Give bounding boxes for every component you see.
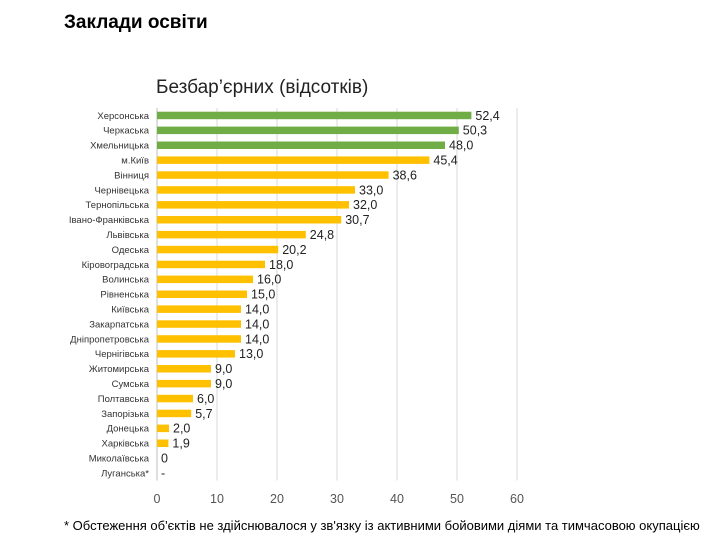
data-label: 45,4 [433, 153, 457, 167]
category-label: Дніпропетровська [70, 334, 150, 345]
x-tick-label: 0 [154, 492, 161, 506]
bar [157, 126, 459, 135]
category-label: Хмельницька [90, 141, 150, 152]
bar [157, 216, 342, 224]
bar [157, 365, 211, 373]
data-label: 9,0 [215, 377, 232, 391]
category-label: Закарпатська [89, 319, 149, 330]
category-label: Одеська [112, 245, 150, 256]
bar [157, 305, 241, 313]
page-title: Заклади освіти [64, 12, 208, 33]
bar [157, 350, 235, 358]
data-label: 48,0 [449, 139, 473, 153]
bar [157, 111, 472, 120]
category-label: Кіровоградська [82, 260, 150, 271]
bar [157, 424, 169, 433]
category-label: Вінниця [114, 170, 149, 181]
category-label: Запорізька [101, 409, 150, 420]
data-label: 16,0 [257, 273, 281, 287]
category-label: Рівненська [100, 290, 149, 301]
category-label: Черкаська [103, 126, 150, 137]
category-label: Волинська [102, 275, 150, 286]
data-label: 9,0 [215, 362, 232, 376]
data-label: - [161, 466, 165, 480]
bar [157, 260, 265, 269]
category-label: Чернігівська [95, 349, 150, 360]
category-label: Полтавська [98, 394, 150, 405]
category-label: Миколаївська [89, 453, 150, 464]
data-label: 24,8 [310, 228, 334, 242]
data-label: 13,0 [239, 347, 263, 361]
data-label: 32,0 [353, 198, 377, 212]
bar [157, 141, 445, 149]
chart-title: Безбар’єрних (відсотків) [156, 77, 369, 98]
x-tick-label: 50 [450, 492, 464, 506]
bar [157, 409, 192, 418]
x-tick-label: 30 [330, 492, 344, 506]
bar [157, 275, 253, 284]
data-label: 6,0 [197, 392, 214, 406]
category-label: Київська [111, 304, 149, 315]
bar [157, 201, 349, 209]
category-label: Чернівецька [94, 185, 149, 196]
category-label: Сумська [112, 379, 150, 390]
category-label: Львівська [106, 230, 149, 241]
data-label: 1,9 [172, 437, 189, 451]
bar [157, 320, 241, 328]
data-label: 33,0 [359, 183, 383, 197]
x-tick-label: 10 [210, 492, 224, 506]
x-tick-label: 60 [510, 492, 524, 506]
bar [157, 186, 355, 194]
bar [157, 379, 211, 388]
category-label: Херсонська [97, 111, 149, 122]
bar [157, 290, 247, 298]
category-label: м.Київ [121, 155, 149, 166]
bar [157, 230, 306, 239]
category-label: Луганська* [101, 468, 149, 479]
bar [157, 335, 241, 343]
bar [157, 171, 389, 179]
data-label: 30,7 [345, 213, 369, 227]
data-label: 2,0 [173, 422, 190, 436]
data-label: 14,0 [245, 317, 269, 331]
data-label: 52,4 [475, 109, 499, 123]
data-label: 14,0 [245, 332, 269, 346]
data-label: 5,7 [195, 407, 212, 421]
data-label: 50,3 [463, 124, 487, 138]
category-label: Донецька [107, 424, 150, 435]
data-label: 15,0 [251, 288, 275, 302]
bar [157, 439, 169, 447]
category-label: Харківська [102, 439, 150, 450]
data-label: 18,0 [269, 258, 293, 272]
category-label: Тернопільська [86, 200, 150, 211]
bar [157, 245, 279, 254]
x-tick-label: 40 [390, 492, 404, 506]
data-label: 38,6 [393, 168, 417, 182]
data-label: 14,0 [245, 302, 269, 316]
category-label: Житомирська [89, 364, 150, 375]
bar [157, 394, 193, 403]
bar [157, 156, 430, 164]
category-label: Івано-Франківська [69, 215, 150, 226]
footnote: * Обстеження об'єктів не здійснювалося у… [64, 518, 700, 533]
x-tick-label: 20 [270, 492, 284, 506]
data-label: 0 [161, 451, 168, 465]
data-label: 20,2 [282, 243, 306, 257]
